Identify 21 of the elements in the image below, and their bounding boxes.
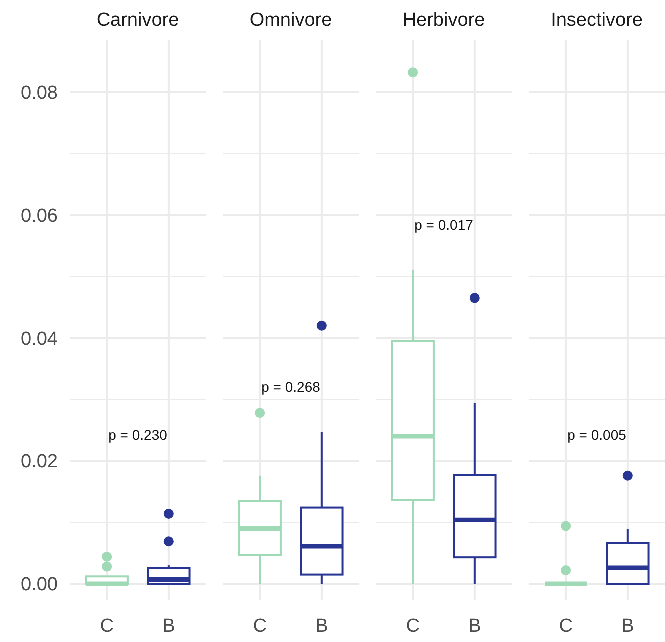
annotation: p = 0.230 bbox=[108, 427, 168, 443]
y-tick-label: 0.02 bbox=[21, 452, 58, 473]
chart-title: Omnivore bbox=[250, 10, 332, 31]
x-tick-label: C bbox=[100, 616, 114, 637]
annotation: p = 0.005 bbox=[568, 427, 627, 443]
y-tick-label: 0.04 bbox=[21, 328, 58, 350]
x-tick-label: B bbox=[162, 616, 176, 637]
x-tick-label: B bbox=[316, 616, 328, 637]
annotation: p = 0.268 bbox=[262, 379, 321, 396]
chart-title: Carnivore bbox=[96, 10, 180, 31]
chart-title: Insectivore bbox=[551, 10, 643, 31]
x-tick-label: C bbox=[559, 616, 573, 637]
y-tick-label: 0.00 bbox=[21, 574, 58, 596]
x-tick-label: C bbox=[406, 616, 420, 637]
x-tick-label: B bbox=[622, 616, 634, 637]
y-tick-label: 0.06 bbox=[21, 206, 58, 227]
y-tick-label: 0.08 bbox=[21, 82, 58, 104]
annotation: p = 0.017 bbox=[414, 216, 474, 233]
chart-title: Herbivore bbox=[402, 10, 486, 31]
x-tick-label: B bbox=[468, 616, 482, 637]
x-tick-label: C bbox=[253, 616, 267, 637]
